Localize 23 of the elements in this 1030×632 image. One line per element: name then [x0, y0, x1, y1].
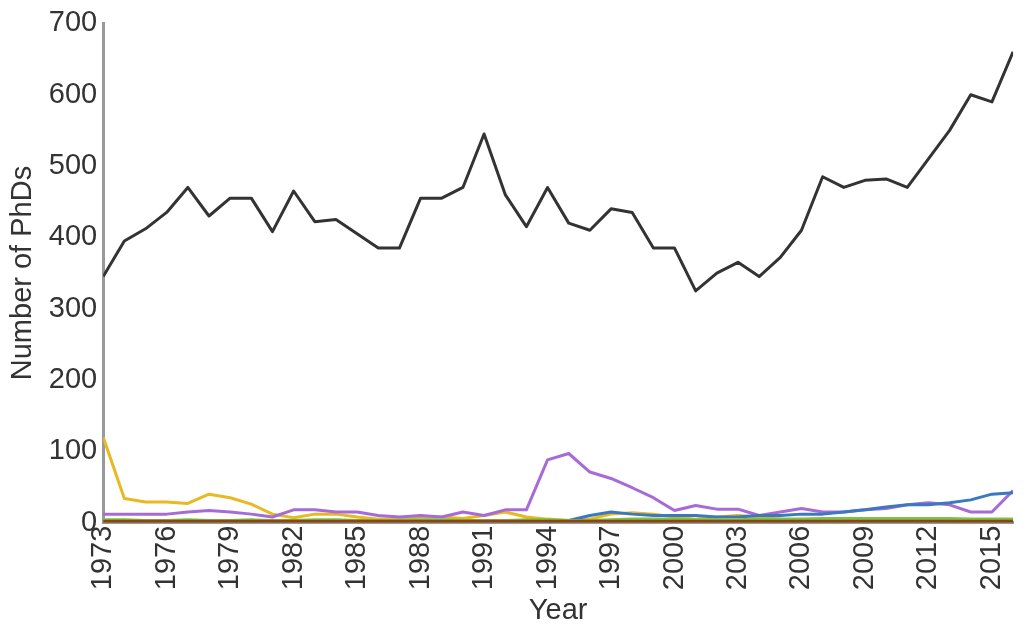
x-tick-label: 1976 — [148, 525, 181, 591]
y-tick-label: 500 — [48, 148, 98, 181]
y-tick-label: 100 — [48, 433, 98, 466]
y-tick-label: 400 — [48, 219, 98, 252]
x-tick-label: 1979 — [212, 525, 245, 591]
y-tick-label: 700 — [48, 5, 98, 38]
x-tick-label: 2000 — [656, 525, 689, 591]
x-tick-label: 1985 — [339, 525, 372, 591]
y-axis-title: Number of PhDs — [5, 165, 38, 381]
y-tick-label: 600 — [48, 76, 98, 109]
x-tick-label: 2015 — [973, 525, 1006, 591]
y-tick-label: 300 — [48, 290, 98, 323]
x-tick-label: 2009 — [846, 525, 879, 591]
x-tick-label: 1994 — [529, 525, 562, 591]
x-tick-label: 1991 — [466, 525, 499, 591]
x-tick-label: 2006 — [783, 525, 816, 591]
x-tick-label: 2003 — [720, 525, 752, 591]
y-tick-label: 200 — [48, 362, 98, 395]
x-tick-label: 1982 — [275, 525, 308, 591]
x-tick-label: 1988 — [402, 525, 435, 591]
x-tick-label: 2012 — [910, 525, 943, 591]
x-tick-label: 1997 — [593, 525, 626, 591]
x-axis-title: Year — [528, 592, 588, 625]
